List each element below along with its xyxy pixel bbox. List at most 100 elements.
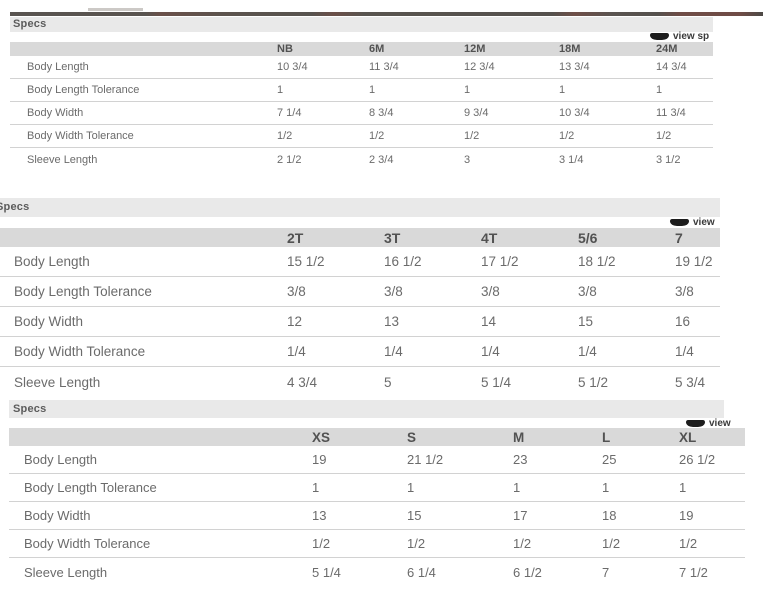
row-label: Body Length Tolerance	[14, 284, 152, 299]
table-row: Body Length 15 1/2 16 1/2 17 1/2 18 1/2 19 1/…	[0, 247, 720, 277]
column-header: 7	[675, 229, 683, 246]
spec-value: 5	[384, 374, 392, 390]
column-header: L	[602, 429, 611, 445]
spec-value: 8 3/4	[369, 107, 394, 119]
spec-value: 14 3/4	[656, 61, 687, 73]
column-header: S	[407, 429, 417, 445]
table-row: Body Width Tolerance 1/2 1/2 1/2 1/2 1/2	[10, 125, 713, 148]
spec-value: 11 3/4	[656, 107, 686, 119]
spec-value: 19	[679, 508, 694, 523]
spec-value: 13	[312, 508, 327, 523]
row-label: Sleeve Length	[14, 374, 101, 390]
column-header: 6M	[369, 43, 385, 55]
spec-value: 1/2	[407, 536, 426, 551]
spec-value: 17	[513, 508, 528, 523]
column-header-row: XS S M L XL	[9, 428, 745, 446]
top-edge-artifact	[88, 8, 143, 11]
column-header: NB	[277, 43, 293, 55]
row-label: Sleeve Length	[27, 153, 98, 166]
spec-value: 19 1/2	[675, 254, 713, 269]
column-header-row: NB 6M 12M 18M 24M	[10, 42, 713, 56]
spec-value: 7 1/2	[679, 564, 708, 580]
spec-value: 18 1/2	[578, 254, 616, 269]
spec-table-body: Body Length 15 1/2 16 1/2 17 1/2 18 1/2 19 1/…	[0, 247, 720, 397]
specs-section-adult: Specs view XS S M L XL Body Length 19 21 1/2 23…	[9, 400, 745, 586]
spec-value: 3 1/4	[559, 153, 584, 166]
spec-value: 17 1/2	[481, 254, 519, 269]
view-specs-icon	[686, 420, 705, 427]
spec-value: 5 1/4	[481, 374, 512, 390]
spec-value: 1	[312, 480, 320, 495]
column-header: M	[513, 429, 525, 445]
table-row: Body Length 19 21 1/2 23 25 26 1/2	[9, 446, 745, 474]
specs-section-toddler: Specs view 2T 3T 4T 5/6 7 Body Length 15 1/2 1…	[0, 198, 720, 397]
table-row: Body Width 13 15 17 18 19	[9, 502, 745, 530]
spec-value: 21 1/2	[407, 452, 444, 467]
spec-value: 12	[287, 314, 303, 329]
table-row: Body Length 10 3/4 11 3/4 12 3/4 13 3/4 14 3/…	[10, 56, 713, 79]
specs-section-header[interactable]: Specs	[9, 400, 724, 418]
spec-value: 15 1/2	[287, 254, 325, 269]
row-label: Body Length Tolerance	[24, 480, 157, 495]
spec-value: 25	[602, 452, 617, 467]
spec-value: 1/4	[384, 344, 403, 359]
table-row: Sleeve Length 4 3/4 5 5 1/4 5 1/2 5 3/4	[0, 367, 720, 397]
spec-value: 3/8	[384, 284, 403, 299]
view-specs-label: view	[693, 217, 715, 228]
row-label: Body Length	[27, 61, 89, 73]
spec-value: 1/2	[679, 536, 698, 551]
view-specs-label: view sp	[673, 31, 710, 42]
spec-value: 15	[578, 314, 594, 329]
spec-value: 10 3/4	[277, 61, 308, 73]
spec-value: 3/8	[481, 284, 500, 299]
view-specs-icon	[650, 33, 669, 40]
spec-value: 9 3/4	[464, 107, 489, 119]
column-header: 24M	[656, 43, 678, 55]
table-row: Body Width Tolerance 1/4 1/4 1/4 1/4 1/4	[0, 337, 720, 367]
spec-value: 16	[675, 314, 691, 329]
spec-value: 1	[559, 84, 566, 96]
column-header: 5/6	[578, 229, 598, 246]
spec-value: 1/4	[675, 344, 694, 359]
row-label: Body Width	[14, 314, 84, 329]
view-specs-link[interactable]: view sp	[650, 31, 709, 42]
spec-value: 14	[481, 314, 497, 329]
spec-value: 2 3/4	[369, 153, 394, 166]
spec-value: 12 3/4	[464, 61, 495, 73]
view-specs-label: view	[709, 418, 731, 429]
spec-value: 1	[464, 84, 471, 96]
spec-value: 3	[464, 153, 471, 166]
view-specs-link[interactable]: view	[686, 418, 731, 429]
column-header: 3T	[384, 229, 401, 246]
spec-value: 11 3/4	[369, 61, 399, 73]
spec-value: 1	[602, 480, 610, 495]
spec-value: 7	[602, 564, 610, 580]
spec-value: 1	[656, 84, 663, 96]
row-label: Body Width Tolerance	[27, 130, 134, 142]
spec-value: 4 3/4	[287, 374, 318, 390]
spec-value: 15	[407, 508, 422, 523]
spec-value: 6 1/4	[407, 564, 436, 580]
spec-value: 2 1/2	[277, 153, 302, 166]
spec-value: 7 1/4	[277, 107, 302, 119]
specs-section-header[interactable]: Specs	[0, 198, 720, 217]
column-header: 4T	[481, 229, 498, 246]
table-row: Body Length Tolerance 1 1 1 1 1	[9, 474, 745, 502]
spec-value: 26 1/2	[679, 452, 716, 467]
column-header: 2T	[287, 229, 304, 246]
spec-value: 3/8	[287, 284, 306, 299]
column-header: 18M	[559, 43, 581, 55]
specs-section-header[interactable]: Specs	[10, 17, 713, 32]
spec-value: 1/2	[464, 130, 480, 142]
spec-value: 1	[369, 84, 376, 96]
spec-value: 1/2	[559, 130, 575, 142]
spec-value: 13 3/4	[559, 61, 590, 73]
spec-value: 19	[312, 452, 327, 467]
spec-value: 1/2	[656, 130, 672, 142]
spec-value: 3/8	[578, 284, 597, 299]
column-header-row: 2T 3T 4T 5/6 7	[0, 228, 720, 247]
spec-value: 6 1/2	[513, 564, 542, 580]
spec-value: 5 3/4	[675, 374, 706, 390]
view-specs-link[interactable]: view	[670, 217, 715, 228]
row-label: Body Width Tolerance	[14, 344, 146, 359]
